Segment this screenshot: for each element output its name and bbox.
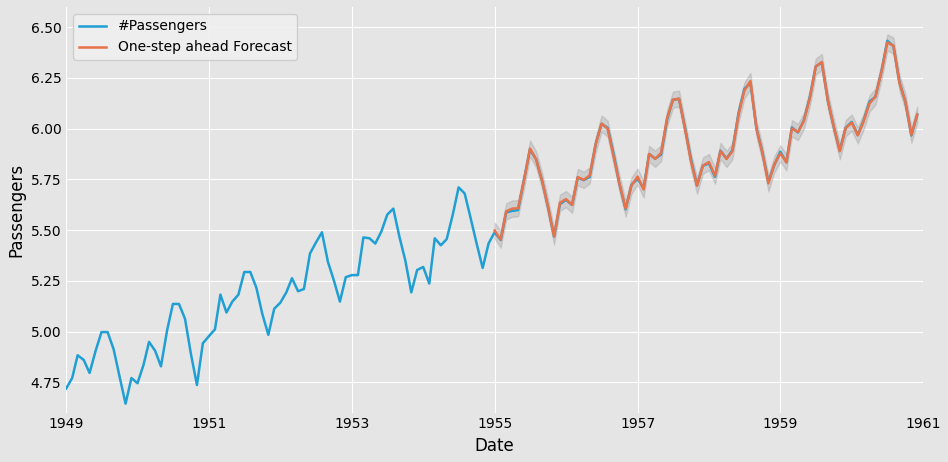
Line: One-step ahead Forecast: One-step ahead Forecast xyxy=(495,43,918,240)
X-axis label: Date: Date xyxy=(475,437,515,455)
Legend: #Passengers, One-step ahead Forecast: #Passengers, One-step ahead Forecast xyxy=(73,14,297,60)
Line: #Passengers: #Passengers xyxy=(66,41,918,404)
Y-axis label: Passengers: Passengers xyxy=(7,163,25,257)
